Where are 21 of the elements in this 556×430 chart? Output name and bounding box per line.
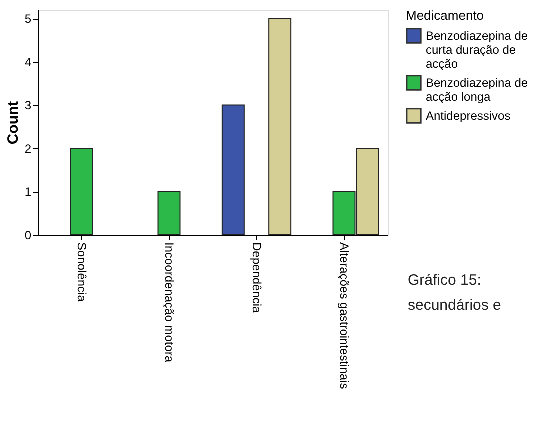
bar bbox=[222, 104, 245, 236]
y-tick-label: 4 bbox=[24, 55, 32, 70]
legend-label: Benzodiazepina de curta duração de acção bbox=[426, 29, 528, 71]
y-axis-title: Count bbox=[4, 101, 22, 145]
x-tick-label: Sonolência bbox=[74, 242, 89, 302]
bar bbox=[70, 148, 94, 236]
y-tick-label: 1 bbox=[24, 185, 32, 200]
y-tick-label: 0 bbox=[24, 228, 32, 242]
y-tick-label: 5 bbox=[24, 12, 32, 26]
y-tick-label: 2 bbox=[24, 142, 32, 156]
legend-label: Benzodiazepina de acção longa bbox=[426, 76, 528, 104]
bar bbox=[268, 18, 292, 236]
text: secundários e bbox=[408, 297, 502, 314]
x-tick-label: Alterações gastrointestinais bbox=[337, 242, 352, 390]
x-tick-label: Incoordenação motora bbox=[162, 242, 176, 363]
y-tick-label: 3 bbox=[24, 98, 32, 113]
text: Gráfico 15: bbox=[408, 272, 482, 289]
x-tick-label: Dependência bbox=[250, 242, 264, 314]
bar bbox=[158, 191, 181, 236]
legend-title: Medicamento bbox=[406, 8, 484, 23]
legend-label: Antidepressivos bbox=[426, 109, 511, 123]
